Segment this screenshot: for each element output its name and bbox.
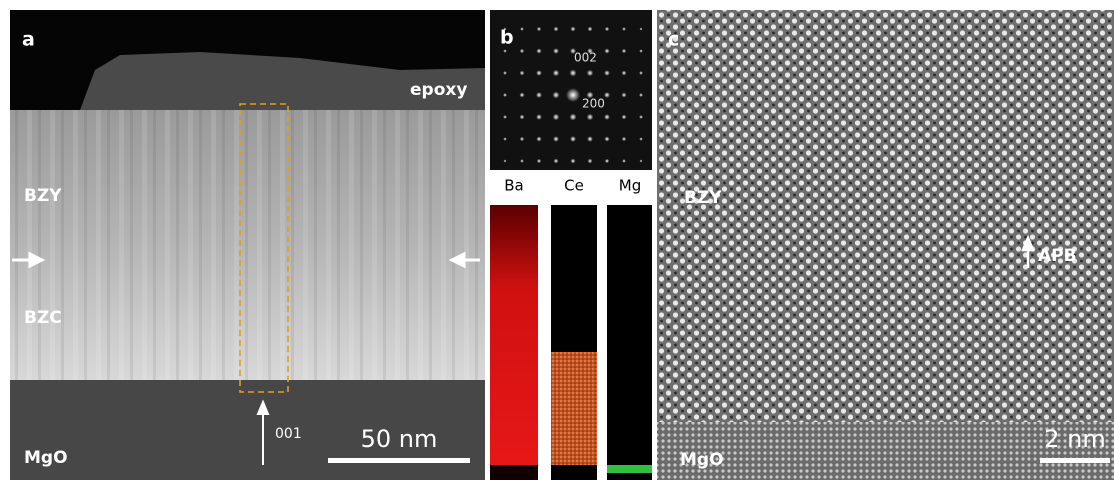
diffraction-spot <box>639 71 643 75</box>
diffraction-spot <box>503 137 507 141</box>
diffraction-spot <box>587 136 593 142</box>
lattice-image <box>657 10 1114 422</box>
diffraction-spot <box>536 48 541 53</box>
diffraction-spot <box>536 136 541 141</box>
panel-letter: c <box>668 29 679 51</box>
diffraction-spot <box>604 114 610 120</box>
diffraction-spot <box>639 93 643 97</box>
diffraction-spot <box>622 93 627 98</box>
diffraction-spot <box>570 70 577 77</box>
diffraction-spot <box>604 136 609 141</box>
diffraction-spot <box>503 49 507 53</box>
diffraction-spot <box>553 48 559 54</box>
diffraction-spot <box>639 49 643 53</box>
diffraction-spot <box>553 92 560 99</box>
map-label: Ba <box>504 177 523 195</box>
diffraction-spot <box>640 28 643 31</box>
diffraction-spot <box>587 114 594 121</box>
label: 200 <box>582 97 605 111</box>
diffraction-spot <box>622 71 627 76</box>
diffraction-spot <box>520 71 525 76</box>
label: BZY <box>24 186 62 206</box>
ce-signal <box>551 352 597 465</box>
label: BZC <box>24 308 62 328</box>
panel-letter: b <box>500 27 514 49</box>
diffraction-spot <box>536 114 542 120</box>
diffraction-spot <box>537 159 541 163</box>
diffraction-spot <box>520 49 524 53</box>
scale-label: 2 nm <box>1044 425 1106 453</box>
diffraction-spot <box>503 93 507 97</box>
diffraction-spot <box>570 114 577 121</box>
scale-label: 50 nm <box>361 425 438 453</box>
label: MgO <box>24 448 68 468</box>
diffraction-spot <box>503 71 507 75</box>
diffraction-spot <box>553 136 559 142</box>
diffraction-spot <box>536 92 542 98</box>
diffraction-spot <box>639 137 643 141</box>
diffraction-spot <box>554 27 559 32</box>
diffraction-spot <box>570 136 576 142</box>
diffraction-spot <box>553 70 560 77</box>
ba-map-base <box>490 465 538 480</box>
diffraction-spot <box>605 159 609 163</box>
diffraction-spot <box>554 159 559 164</box>
diffraction-spot <box>588 159 593 164</box>
panel-c: c BZY APB MgO 2 nm <box>657 10 1114 480</box>
map-label: Mg <box>619 177 641 195</box>
scale-bar <box>1040 458 1110 463</box>
diffraction-spot <box>622 137 626 141</box>
diffraction-spot <box>640 160 643 163</box>
diffraction-spot <box>622 27 626 31</box>
diffraction-spot <box>605 27 609 31</box>
diffraction-spot <box>520 93 525 98</box>
diffraction-spot <box>571 27 576 32</box>
diffraction-spot <box>553 114 560 121</box>
diffraction-spot <box>604 48 609 53</box>
diffraction-spot <box>566 88 580 102</box>
diffraction-spot <box>588 27 593 32</box>
map-label: Ce <box>564 177 584 195</box>
diffraction-spot <box>504 160 507 163</box>
diffraction-spot <box>571 159 576 164</box>
label: 001 <box>275 426 302 442</box>
label: epoxy <box>410 80 467 100</box>
diffraction-spot <box>604 70 610 76</box>
diffraction-spot <box>622 159 626 163</box>
label: BZY <box>684 188 722 208</box>
scale-bar <box>328 458 470 463</box>
diffraction-spot <box>520 115 525 120</box>
diffraction-spot <box>520 137 524 141</box>
label: MgO <box>680 450 724 470</box>
diffraction-spot <box>587 70 594 77</box>
film-texture <box>10 110 485 380</box>
mg-signal <box>607 465 652 473</box>
diffraction-spot <box>520 27 524 31</box>
label: 002 <box>574 51 597 65</box>
diffraction-spot <box>537 27 541 31</box>
diffraction-spot <box>503 115 507 119</box>
panel-letter: a <box>22 29 35 51</box>
panel-a: a epoxy BZY BZC MgO 001 50 nm <box>10 10 485 480</box>
figure: a epoxy BZY BZC MgO 001 50 nm b 002 200 … <box>0 0 1114 480</box>
diffraction-spot <box>520 159 524 163</box>
mg-map <box>607 205 652 480</box>
diffraction-spot <box>536 70 542 76</box>
diffraction-spot <box>622 115 627 120</box>
diffraction-spot <box>622 49 626 53</box>
ba-map <box>490 205 538 480</box>
diffraction-spot <box>639 115 643 119</box>
label: APB <box>1038 246 1077 266</box>
panel-b: b 002 200 Ba Ce Mg <box>490 10 652 480</box>
